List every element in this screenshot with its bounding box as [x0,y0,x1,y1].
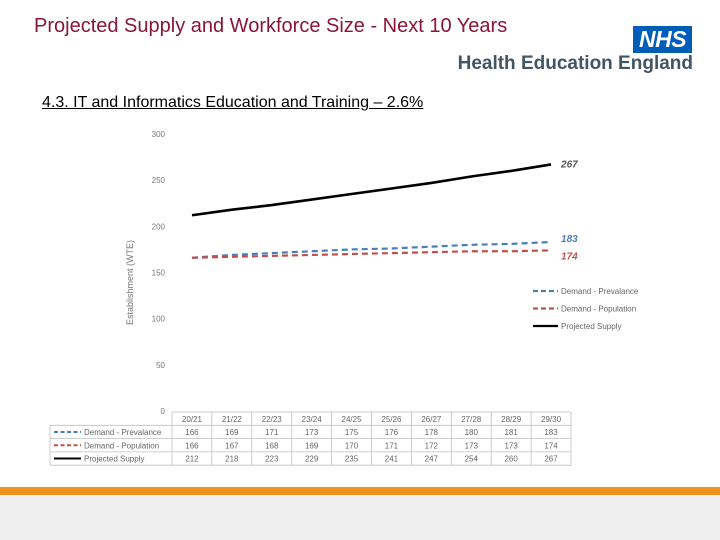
line-chart: 0 50 100 150 200 250 300 Establishment (WTE) 183… [49,130,639,466]
legend-label: Demand - Prevalance [561,287,639,296]
y-tick-label: 200 [152,222,166,231]
table-value: 241 [385,455,399,464]
table-value: 180 [465,428,479,437]
table-value: 181 [504,428,518,437]
table-value: 235 [345,455,359,464]
table-value: 173 [305,428,319,437]
x-category-label: 21/22 [222,415,243,424]
x-category-label: 23/24 [302,415,323,424]
y-tick-label: 100 [152,315,166,324]
table-value: 174 [544,441,558,450]
organisation-name: Health Education England [457,53,693,74]
table-value: 173 [504,441,518,450]
x-category-label: 22/23 [262,415,283,424]
x-category-label: 27/28 [461,415,482,424]
x-category-label: 24/25 [342,415,363,424]
table-value: 183 [544,428,558,437]
table-value: 175 [345,428,359,437]
y-axis-title: Establishment (WTE) [125,240,135,325]
y-tick-label: 250 [152,176,166,185]
table-value: 169 [225,428,239,437]
series-end-label: 183 [561,234,578,245]
footer-band [0,487,720,495]
table-value: 166 [185,428,199,437]
table-value: 171 [385,441,399,450]
footer-area [0,495,720,540]
nhs-logo: NHS [633,26,692,53]
table-value: 267 [544,455,558,464]
table-value: 169 [305,441,319,450]
series-line [191,163,552,217]
y-tick-label: 50 [156,361,165,370]
x-category-label: 26/27 [421,415,442,424]
x-category-label: 29/30 [541,415,562,424]
series-end-label: 267 [560,159,578,170]
x-category-label: 28/29 [501,415,522,424]
slide-title: Projected Supply and Workforce Size - Ne… [34,15,508,37]
section-heading: 4.3. IT and Informatics Education and Tr… [42,94,424,111]
table-value: 247 [425,455,439,464]
table-value: 260 [504,455,518,464]
table-value: 212 [185,455,199,464]
table-series-label: Demand - Population [84,441,159,450]
series-end-label: 174 [561,251,578,262]
y-tick-label: 300 [152,130,166,139]
table-value: 178 [425,428,439,437]
table-value: 176 [385,428,399,437]
table-value: 166 [185,441,199,450]
table-value: 172 [425,441,439,450]
table-value: 218 [225,455,239,464]
table-series-label: Demand - Prevalance [84,428,162,437]
table-value: 170 [345,441,359,450]
table-value: 167 [225,441,239,450]
y-tick-label: 0 [161,407,166,416]
legend-label: Demand - Population [561,305,636,314]
table-value: 173 [465,441,479,450]
table-value: 171 [265,428,279,437]
table-value: 168 [265,441,279,450]
y-tick-label: 150 [152,269,166,278]
table-value: 223 [265,455,279,464]
table-value: 229 [305,455,319,464]
x-category-label: 20/21 [182,415,203,424]
x-category-label: 25/26 [381,415,402,424]
legend-label: Projected Supply [561,322,621,331]
series-line [191,240,552,259]
table-value: 254 [465,455,479,464]
table-series-label: Projected Supply [84,455,144,464]
